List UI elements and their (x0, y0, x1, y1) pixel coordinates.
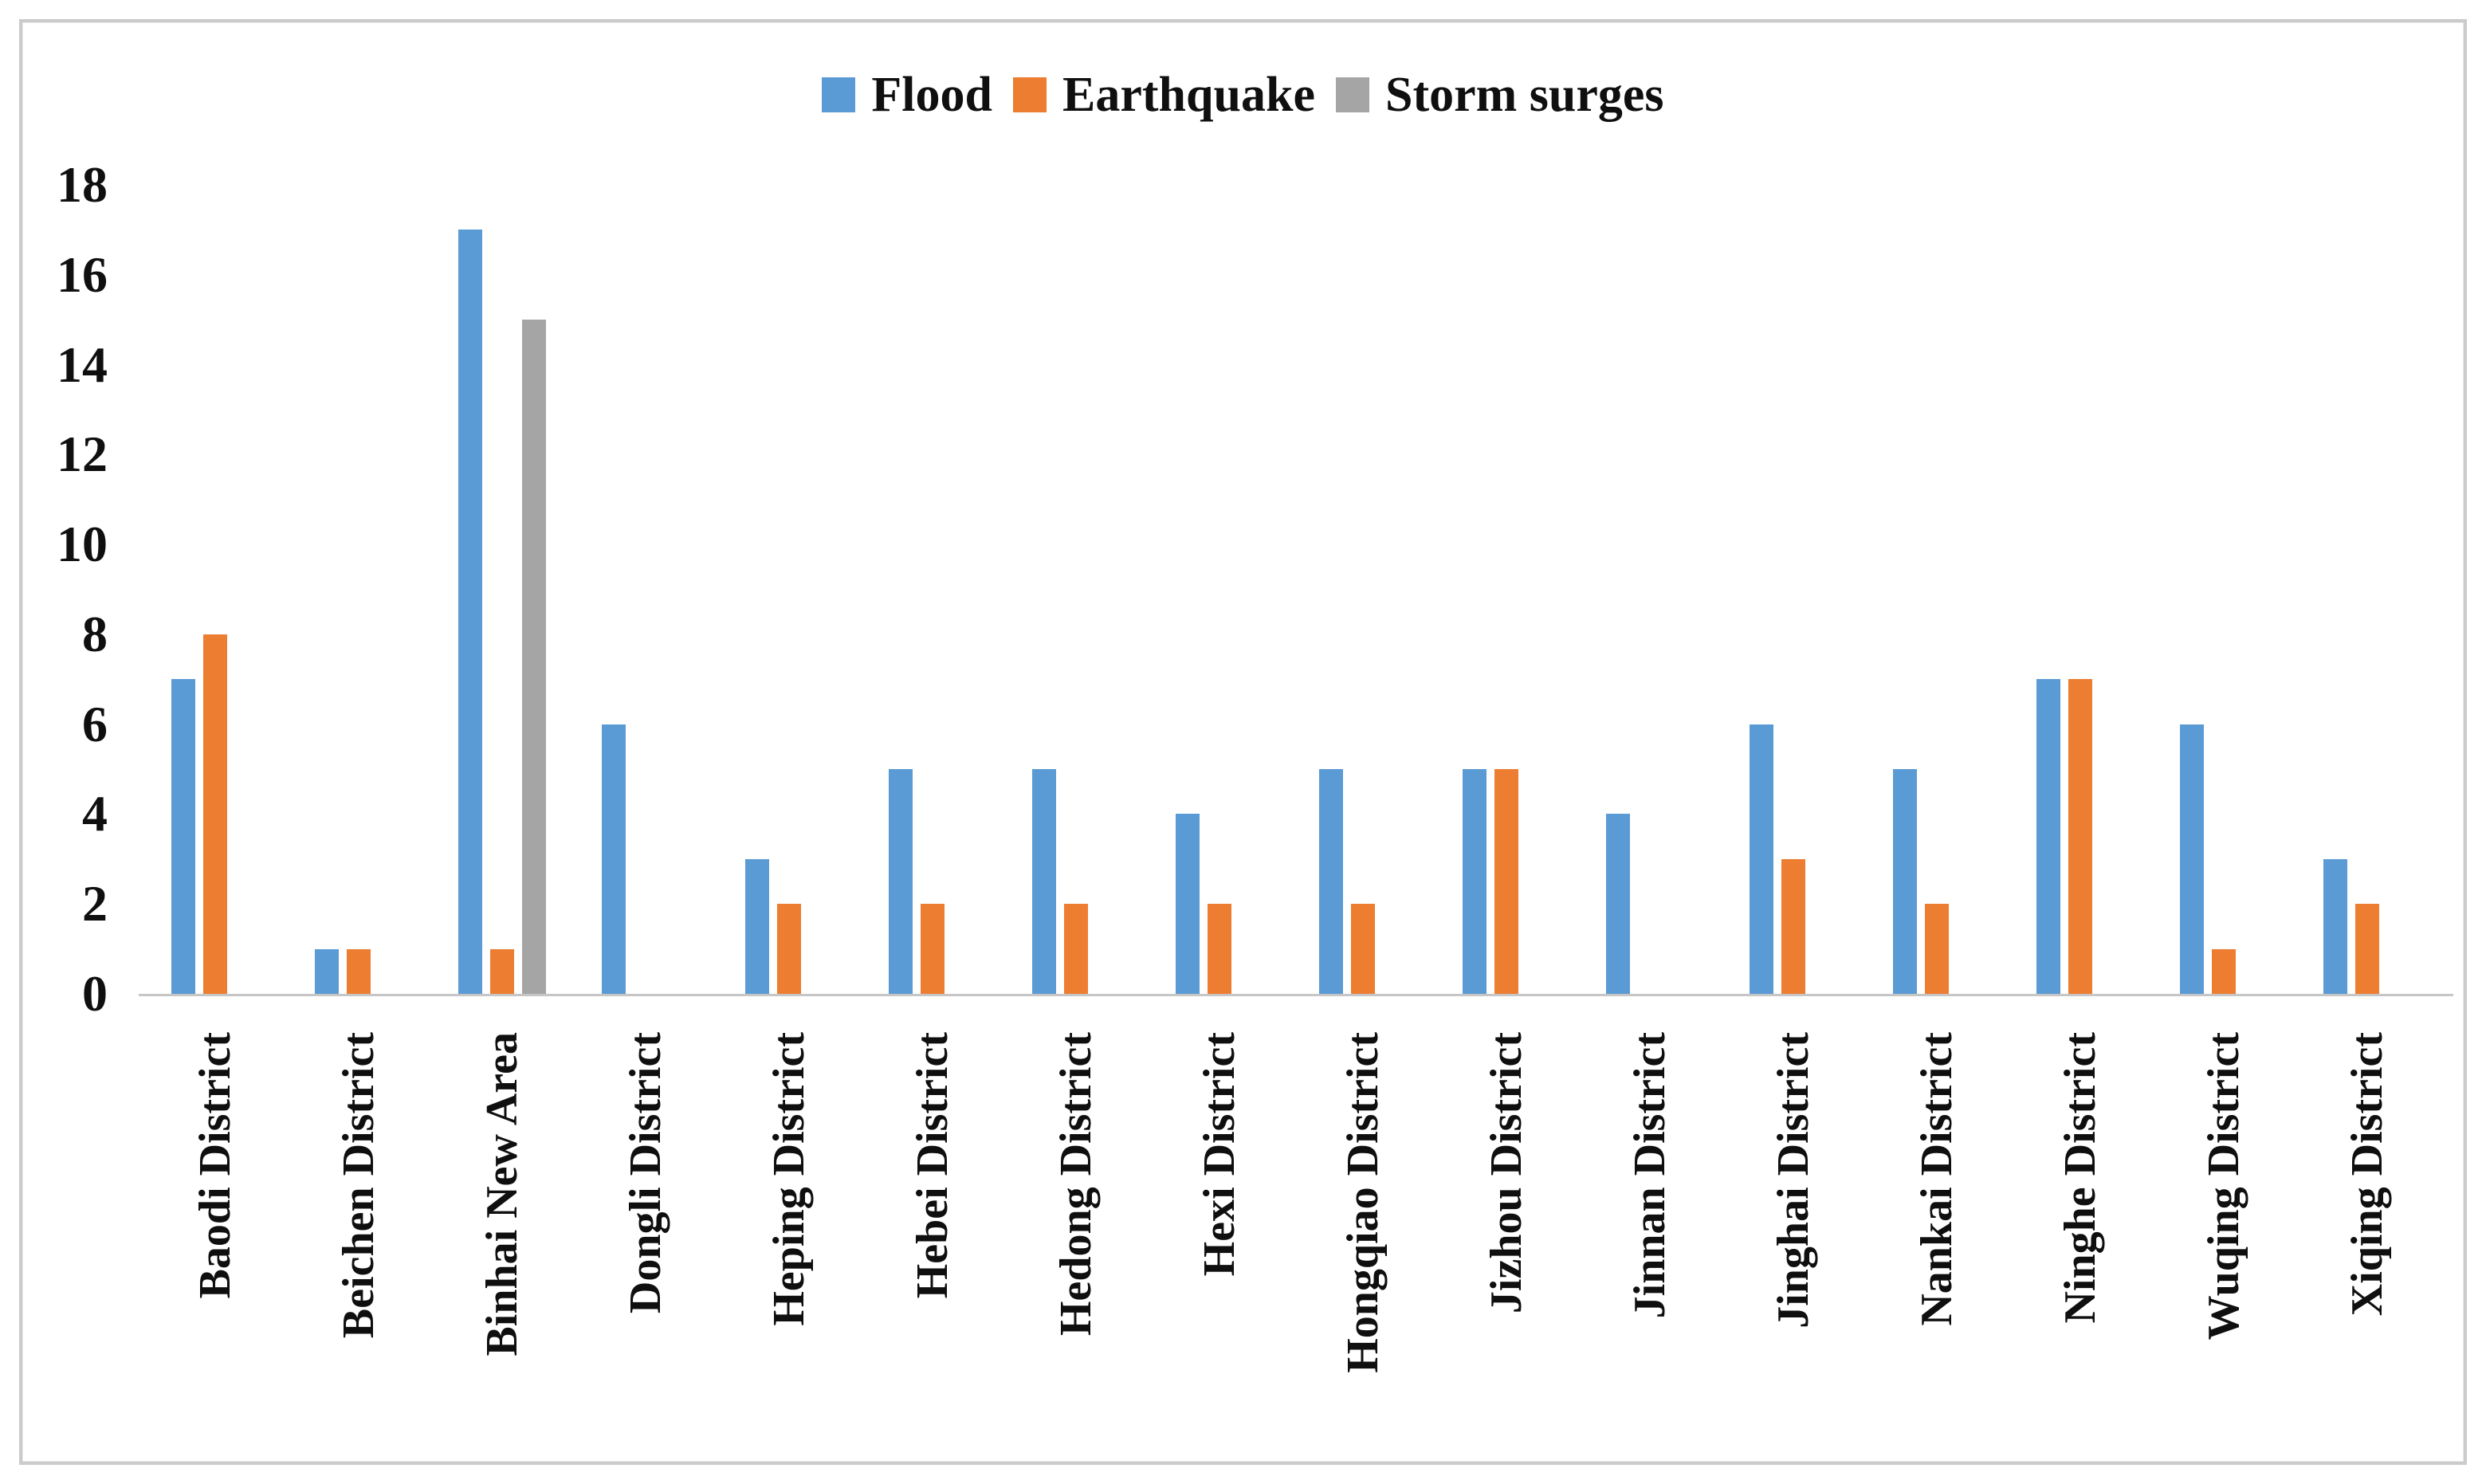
x-axis-label-3: Dongli District (621, 1032, 670, 1314)
x-axis-label-4: Heping District (764, 1032, 814, 1326)
plot-area (139, 185, 2453, 996)
bar-flood-8 (1319, 769, 1343, 994)
x-axis-line (139, 994, 2453, 996)
legend-swatch-storm-surges-icon (1335, 77, 1369, 112)
y-axis-tick-label: 4 (82, 785, 108, 842)
bar-earthquake-11 (1781, 858, 1805, 994)
x-axis-label-13: Ninghe District (2056, 1032, 2105, 1324)
legend-label-storm-surges: Storm surges (1384, 68, 1664, 122)
x-axis-label-12: Nankai District (1912, 1032, 1962, 1326)
bar-flood-11 (1750, 724, 1773, 994)
chart-legend: Flood Earthquake Storm surges (0, 70, 2486, 120)
legend-item-flood: Flood (822, 70, 992, 120)
bar-flood-1 (315, 948, 339, 994)
bar-earthquake-15 (2355, 904, 2379, 994)
bar-flood-15 (2323, 858, 2347, 994)
x-axis-label-1: Beichen District (334, 1032, 383, 1339)
bar-earthquake-13 (2068, 679, 2092, 994)
x-axis-label-2: Binhai New Area (477, 1032, 527, 1356)
y-axis-tick-label: 10 (57, 516, 108, 573)
x-axis-label-6: Hedong District (1051, 1032, 1101, 1337)
bar-earthquake-5 (921, 904, 945, 994)
x-axis-label-0: Baodi District (190, 1032, 240, 1299)
bar-flood-7 (1176, 814, 1200, 994)
bar-flood-2 (458, 230, 482, 994)
x-axis-label-7: Hexi District (1195, 1032, 1244, 1277)
x-axis-label-10: Jinnan District (1625, 1032, 1675, 1319)
x-axis-label-9: Jizhou District (1482, 1032, 1531, 1314)
bar-earthquake-7 (1208, 904, 1231, 994)
x-axis-label-14: Wuqing District (2199, 1032, 2248, 1341)
y-axis-tick-label: 8 (82, 605, 108, 662)
bar-flood-12 (1893, 769, 1917, 994)
bar-earthquake-9 (1494, 769, 1518, 994)
legend-label-flood: Flood (871, 68, 993, 122)
x-axis-label-15: Xiqing District (2343, 1032, 2392, 1317)
x-axis-label-5: Hebei District (908, 1032, 957, 1299)
legend-swatch-flood-icon (822, 77, 856, 112)
bar-earthquake-14 (2212, 948, 2236, 994)
y-axis-tick-label: 6 (82, 695, 108, 752)
bar-earthquake-0 (203, 634, 227, 994)
bar-flood-14 (2180, 724, 2204, 994)
bar-flood-6 (1032, 769, 1056, 994)
legend-item-storm-surges: Storm surges (1335, 68, 1664, 122)
x-axis-label-8: Hongqiao District (1338, 1032, 1388, 1373)
y-axis-tick-label: 14 (57, 336, 108, 393)
bar-flood-10 (1606, 814, 1630, 994)
bar-earthquake-6 (1064, 904, 1088, 994)
y-axis-tick-label: 12 (57, 426, 108, 483)
chart-border-frame (19, 19, 2467, 1465)
bar-storm-surges-2 (522, 320, 546, 994)
bar-earthquake-1 (347, 948, 371, 994)
bar-flood-13 (2036, 679, 2060, 994)
legend-item-earthquake: Earthquake (1013, 70, 1315, 120)
x-axis-label-11: Jinghai District (1769, 1032, 1818, 1329)
y-axis-tick-label: 2 (82, 875, 108, 932)
bar-flood-4 (745, 858, 769, 994)
bar-flood-3 (602, 724, 626, 994)
legend-label-earthquake: Earthquake (1062, 68, 1315, 122)
bar-earthquake-4 (777, 904, 801, 994)
bar-earthquake-2 (490, 948, 514, 994)
legend-swatch-earthquake-icon (1013, 77, 1047, 112)
bar-earthquake-12 (1925, 904, 1949, 994)
y-axis-tick-label: 18 (57, 156, 108, 213)
y-axis-tick-label: 0 (82, 965, 108, 1022)
y-axis-tick-label: 16 (57, 245, 108, 303)
bar-flood-5 (889, 769, 913, 994)
bar-flood-9 (1463, 769, 1486, 994)
bar-flood-0 (171, 679, 195, 994)
bar-earthquake-8 (1351, 904, 1375, 994)
